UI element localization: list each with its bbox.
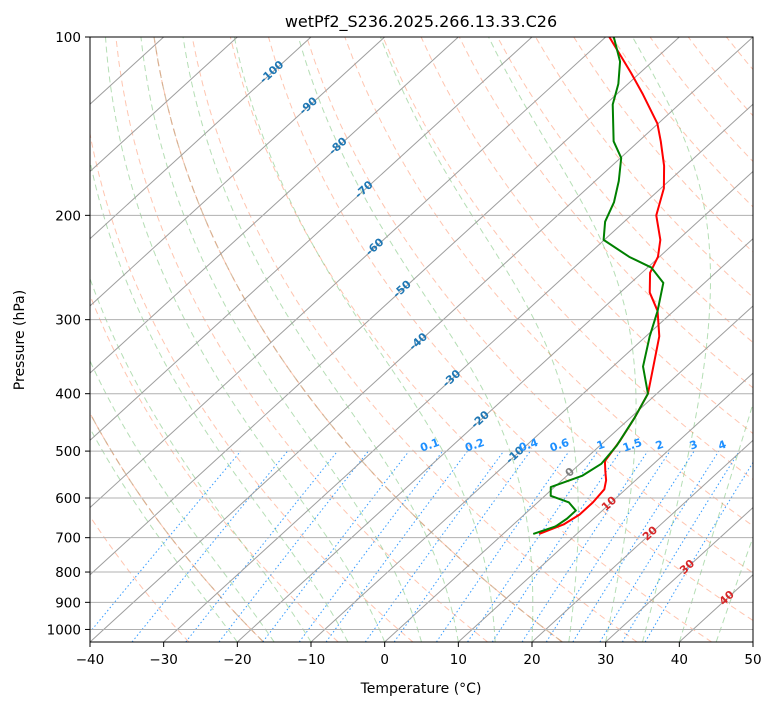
isotherm-line bbox=[163, 103, 753, 642]
mixing-ratio-line bbox=[131, 450, 288, 642]
x-tick-label: 40 bbox=[671, 652, 688, 668]
moist-adiabat-line bbox=[715, 536, 753, 642]
moist-adiabat-line bbox=[90, 359, 275, 642]
moist-adiabat-line bbox=[632, 37, 712, 642]
pressure-gridlines bbox=[90, 37, 753, 630]
temperature-line bbox=[538, 37, 666, 535]
isotherm-line bbox=[90, 37, 607, 509]
y-tick-label: 500 bbox=[55, 444, 81, 460]
isotherm-line bbox=[605, 506, 753, 642]
moist-adiabat-line bbox=[140, 37, 422, 642]
mixing-ratio-line bbox=[621, 450, 740, 642]
dry-adiabat-line bbox=[268, 37, 753, 622]
mixing-ratio-line bbox=[364, 450, 505, 642]
moist-adiabat-line bbox=[297, 37, 534, 642]
y-tick-label: 800 bbox=[55, 565, 81, 581]
mixing-ratio-line bbox=[185, 450, 338, 642]
mixing-ratio-label: 0.6 bbox=[548, 436, 571, 455]
isotherms bbox=[90, 37, 753, 642]
dry-adiabat-line bbox=[153, 37, 563, 642]
isotherm-line bbox=[90, 37, 753, 642]
moist-adiabats bbox=[90, 37, 753, 642]
mixing-ratio-label: 1.5 bbox=[621, 436, 644, 455]
dry-adiabat-line bbox=[115, 37, 488, 642]
y-tick-label: 400 bbox=[55, 387, 81, 403]
mixing-ratio-line bbox=[521, 450, 649, 642]
moist-adiabat-line bbox=[488, 37, 637, 642]
mixing-ratio-label: 1 bbox=[595, 438, 607, 453]
isotherm-line bbox=[236, 170, 753, 642]
isotherm-line bbox=[310, 237, 753, 642]
dry-adiabat-line bbox=[306, 37, 753, 574]
y-axis-label: Pressure (hPa) bbox=[12, 290, 28, 390]
x-tick-label: 20 bbox=[523, 652, 540, 668]
mixing-ratio-label: 2 bbox=[654, 438, 666, 453]
isotherm-line bbox=[90, 37, 533, 442]
isotherm-line bbox=[90, 37, 312, 240]
dry-adiabat-line bbox=[90, 515, 190, 642]
dry-adiabat-line bbox=[497, 37, 753, 344]
y-tick-label: 1000 bbox=[47, 622, 81, 638]
isotherm-line bbox=[90, 37, 238, 173]
moist-adiabat-line bbox=[678, 401, 753, 642]
isotherm-line bbox=[457, 372, 753, 642]
x-tick-label: −10 bbox=[297, 652, 326, 668]
moist-adiabat-line bbox=[90, 158, 349, 642]
dry-adiabat-line bbox=[535, 37, 753, 298]
y-tick-label: 700 bbox=[55, 531, 81, 547]
profile-lines bbox=[532, 37, 666, 535]
mixing-ratio-line bbox=[90, 450, 242, 633]
mixing-ratio-line bbox=[545, 450, 671, 642]
mixing-ratio-label: 0.2 bbox=[463, 436, 486, 455]
mixing-ratio-line bbox=[298, 450, 444, 642]
moist-adiabat-line bbox=[104, 37, 386, 642]
x-axis-ticks: −40 −30 −20 −10 0 10 20 30 40 50 bbox=[76, 642, 762, 668]
x-axis-label: Temperature (°C) bbox=[360, 681, 482, 697]
x-tick-label: 50 bbox=[744, 652, 761, 668]
moist-adiabat-line bbox=[233, 37, 496, 642]
isotherm-line bbox=[90, 37, 386, 307]
isotherm-line bbox=[90, 37, 680, 576]
dry-adiabat-line bbox=[191, 37, 638, 642]
y-tick-label: 300 bbox=[55, 313, 81, 329]
mixing-ratio-label: 3 bbox=[688, 438, 700, 453]
x-tick-label: 30 bbox=[597, 652, 614, 668]
mixing-ratio-line bbox=[436, 450, 570, 642]
isotherm-line bbox=[384, 305, 753, 642]
mixing-ratio-line bbox=[325, 450, 468, 642]
x-tick-label: 0 bbox=[380, 652, 389, 668]
isotherm-line bbox=[90, 37, 459, 374]
dry-adiabat-line bbox=[90, 412, 264, 642]
plot-area: -100-90-80-70-60-50-40-30-20-10010203040… bbox=[90, 37, 753, 642]
chart-title: wetPf2_S236.2025.266.13.33.C26 bbox=[285, 12, 557, 32]
mixing-ratio-line bbox=[467, 450, 599, 642]
plot-frame bbox=[89, 36, 754, 643]
dry-adiabat-line bbox=[90, 131, 414, 642]
y-tick-label: 200 bbox=[55, 208, 81, 224]
moist-adiabat-line bbox=[182, 37, 459, 642]
y-tick-label: 600 bbox=[55, 491, 81, 507]
y-tick-label: 900 bbox=[55, 595, 81, 611]
mixing-ratio-line bbox=[491, 450, 621, 642]
mixing-ratio-label: 0.1 bbox=[418, 436, 441, 455]
mixing-ratio-label: 0.4 bbox=[517, 436, 540, 455]
y-axis-ticks: 100 200 300 400 500 600 700 800 900 1000 bbox=[47, 30, 90, 638]
moist-adiabat-line bbox=[380, 37, 579, 642]
x-tick-label: −30 bbox=[149, 652, 178, 668]
dry-adiabats bbox=[90, 37, 753, 642]
dewpoint-line bbox=[532, 37, 665, 535]
mixing-ratio-labels: 0.10.20.40.611.52346810131620253036 bbox=[418, 436, 753, 455]
isotherm-line bbox=[531, 439, 753, 642]
mixing-ratio-label: 4 bbox=[716, 438, 728, 453]
x-tick-label: −40 bbox=[76, 652, 105, 668]
x-tick-label: 10 bbox=[450, 652, 467, 668]
mixing-ratio-line bbox=[572, 450, 695, 642]
x-tick-label: −20 bbox=[223, 652, 252, 668]
moist-adiabat-line bbox=[90, 427, 238, 642]
mixing-ratio-line bbox=[262, 450, 410, 642]
y-tick-label: 100 bbox=[55, 30, 81, 46]
